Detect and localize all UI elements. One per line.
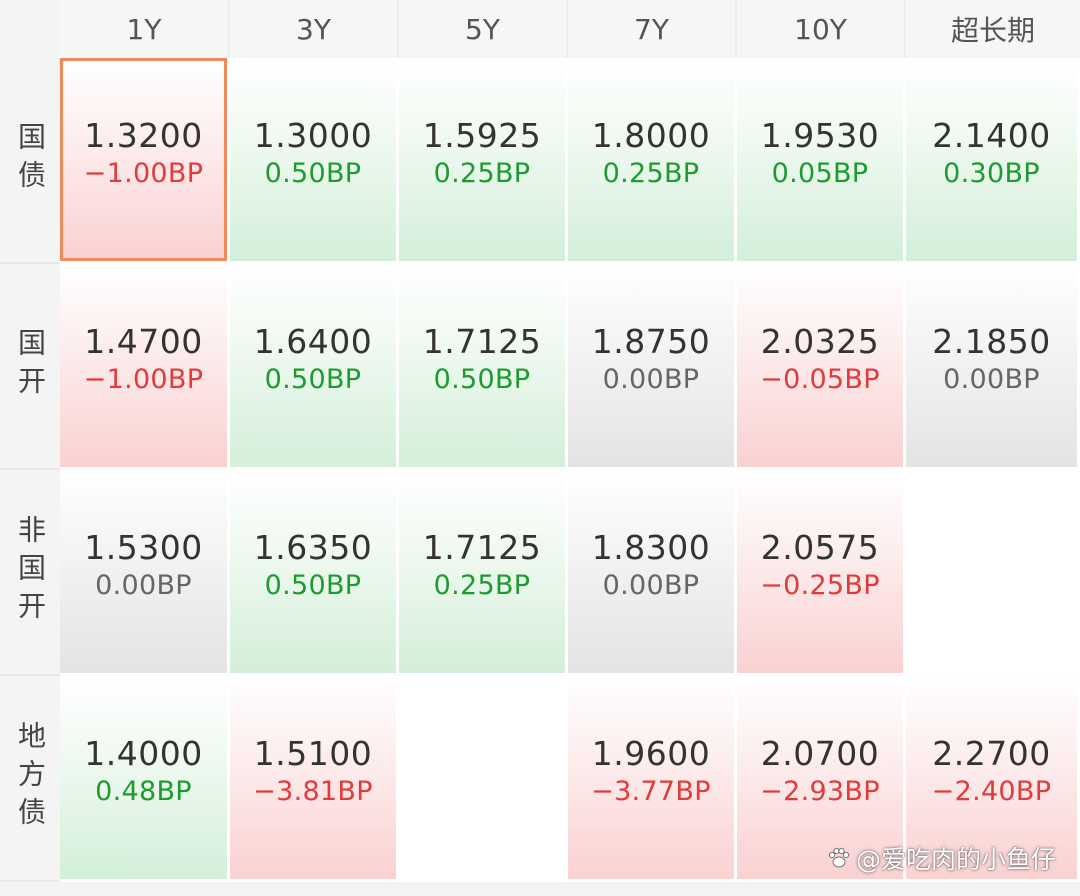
table-row: 1.4700 −1.00BP 1.6400 0.50BP 1.7125 0.50BP 1.8… (60, 264, 1080, 470)
yield-cell[interactable]: 1.5300 0.00BP (60, 470, 230, 676)
yield-change: 0.05BP (771, 157, 869, 189)
yield-change: 0.25BP (433, 569, 531, 601)
yield-cell[interactable]: 2.1400 0.30BP (906, 58, 1080, 264)
column-header[interactable]: 3Y (230, 0, 399, 58)
yield-value: 1.3000 (253, 115, 373, 155)
yield-change: −0.05BP (760, 363, 880, 395)
yield-value: 2.0575 (760, 527, 880, 567)
yield-change: −1.00BP (83, 157, 204, 189)
yield-value: 2.0325 (760, 321, 880, 361)
yield-value: 1.9600 (591, 733, 711, 773)
yield-cell[interactable]: 2.0575 −0.25BP (737, 470, 906, 676)
yield-value: 2.1850 (932, 321, 1051, 361)
yield-cell[interactable]: 1.7125 0.50BP (399, 264, 568, 470)
column-header[interactable]: 10Y (737, 0, 906, 58)
column-header[interactable]: 7Y (568, 0, 737, 58)
yield-value: 1.8750 (591, 321, 711, 361)
table-row: 1.3200 −1.00BP 1.3000 0.50BP 1.5925 0.25BP 1.8… (60, 58, 1080, 264)
yield-change: 0.00BP (602, 569, 700, 601)
yield-cell[interactable]: 1.5925 0.25BP (399, 58, 568, 264)
empty-cell (906, 470, 1080, 676)
yield-cell[interactable]: 1.8300 0.00BP (568, 470, 737, 676)
yield-value: 1.8300 (591, 527, 711, 567)
yield-change: 0.25BP (602, 157, 700, 189)
yield-value: 1.5925 (422, 115, 542, 155)
yield-change: −2.93BP (760, 775, 880, 807)
yield-value: 1.7125 (422, 527, 542, 567)
paw-icon (828, 847, 850, 868)
row-label-text: 国债 (14, 122, 47, 198)
yield-value: 2.2700 (932, 733, 1051, 773)
yield-value: 1.5100 (253, 733, 373, 773)
yield-value: 1.3200 (84, 115, 203, 155)
yield-grid: 1.3200 −1.00BP 1.3000 0.50BP 1.5925 0.25BP 1.8… (60, 58, 1080, 882)
yield-change: −1.00BP (83, 363, 204, 395)
yield-value: 1.6400 (253, 321, 373, 361)
row-label: 地方债 (0, 676, 60, 882)
yield-change: 0.50BP (264, 157, 362, 189)
yield-value: 1.6350 (253, 527, 373, 567)
watermark-text: @爱吃肉的小鱼仔 (855, 845, 1056, 874)
yield-cell[interactable]: 1.3000 0.50BP (230, 58, 399, 264)
yield-value: 1.7125 (422, 321, 542, 361)
yield-change: 0.48BP (95, 775, 192, 807)
yield-cell[interactable]: 2.0700 −2.93BP (737, 676, 906, 882)
yield-change: 0.30BP (943, 157, 1040, 189)
empty-cell (399, 676, 568, 882)
yield-cell[interactable]: 1.8000 0.25BP (568, 58, 737, 264)
yield-value: 2.0700 (760, 733, 880, 773)
yield-cell[interactable]: 1.3200 −1.00BP (60, 58, 230, 264)
table-row: 1.5300 0.00BP 1.6350 0.50BP 1.7125 0.25BP 1.83… (60, 470, 1080, 676)
yield-cell[interactable]: 1.5100 −3.81BP (230, 676, 399, 882)
row-label-text: 非国开 (14, 515, 47, 629)
row-label: 国开 (0, 264, 60, 470)
yield-cell[interactable]: 1.9600 −3.77BP (568, 676, 737, 882)
column-header[interactable]: 5Y (399, 0, 568, 58)
yield-value: 1.5300 (84, 527, 203, 567)
yield-value: 1.9530 (760, 115, 880, 155)
yield-change: −3.81BP (253, 775, 373, 807)
yield-cell[interactable]: 1.9530 0.05BP (737, 58, 906, 264)
yield-change: 0.25BP (433, 157, 531, 189)
maturity-header-row: 1Y 3Y 5Y 7Y 10Y 超长期 (60, 0, 1080, 58)
yield-value: 1.4000 (84, 733, 203, 773)
column-header[interactable]: 1Y (60, 0, 230, 58)
row-label-text: 国开 (14, 328, 47, 404)
yield-value: 1.8000 (591, 115, 711, 155)
yield-cell[interactable]: 1.8750 0.00BP (568, 264, 737, 470)
table-row: 1.4000 0.48BP 1.5100 −3.81BP 1.9600 −3.77BP 2.… (60, 676, 1080, 882)
yield-change: −0.25BP (760, 569, 880, 601)
yield-change: 0.50BP (264, 569, 362, 601)
yield-cell[interactable]: 2.1850 0.00BP (906, 264, 1080, 470)
yield-cell[interactable]: 1.7125 0.25BP (399, 470, 568, 676)
yield-cell[interactable]: 2.2700 −2.40BP (906, 676, 1080, 882)
yield-change: 0.50BP (264, 363, 362, 395)
yield-change: 0.00BP (602, 363, 700, 395)
yield-cell[interactable]: 1.4000 0.48BP (60, 676, 230, 882)
yield-change: 0.00BP (943, 363, 1040, 395)
yield-cell[interactable]: 1.4700 −1.00BP (60, 264, 230, 470)
yield-cell[interactable]: 1.6400 0.50BP (230, 264, 399, 470)
yield-change: −3.77BP (591, 775, 711, 807)
header-corner (0, 0, 60, 58)
yield-value: 2.1400 (932, 115, 1051, 155)
yield-value: 1.4700 (84, 321, 203, 361)
yield-cell[interactable]: 1.6350 0.50BP (230, 470, 399, 676)
row-label-text: 地方债 (14, 721, 47, 835)
column-header[interactable]: 超长期 (906, 0, 1080, 58)
row-label: 国债 (0, 58, 60, 264)
yield-change: 0.00BP (95, 569, 192, 601)
yield-change: 0.50BP (433, 363, 531, 395)
yield-change: −2.40BP (931, 775, 1052, 807)
yield-cell[interactable]: 2.0325 −0.05BP (737, 264, 906, 470)
row-label: 非国开 (0, 470, 60, 676)
watermark: @爱吃肉的小鱼仔 (826, 840, 1056, 876)
